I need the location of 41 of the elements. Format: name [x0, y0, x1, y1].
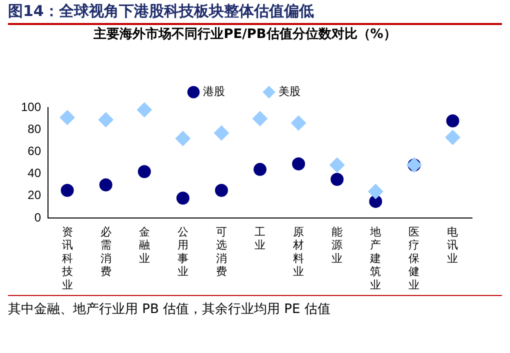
point: [136, 102, 152, 118]
point: [98, 112, 114, 128]
point: [330, 158, 345, 173]
y-tick-label: 100: [20, 100, 42, 114]
x-tick-label: 原材料业: [292, 225, 304, 278]
point: [60, 184, 74, 197]
point: [368, 184, 384, 200]
legend-label: 美股: [278, 84, 300, 98]
point: [60, 110, 75, 126]
y-tick-label: 40: [28, 166, 42, 180]
x-tick-label: 金融业: [138, 225, 150, 265]
point: [176, 192, 190, 205]
point: [292, 157, 306, 170]
x-tick-label: 公用事业: [177, 225, 188, 278]
point: [99, 178, 112, 192]
point: [138, 165, 151, 178]
point: [291, 116, 306, 131]
point: [252, 111, 268, 126]
point: [175, 131, 190, 146]
x-tick-label: 能源业: [332, 225, 343, 265]
y-tick-label: 80: [28, 122, 42, 136]
x-tick-label: 可选消费: [216, 225, 227, 278]
x-tick-label: 地产建筑业: [369, 225, 382, 292]
text: 其中金融、地产行业用 PB 估值，其余行业均用 PE 估值: [8, 295, 502, 318]
x-tick-label: 资讯科技业: [60, 225, 73, 292]
x-tick-label: 医疗保健业: [408, 225, 420, 292]
point: [330, 172, 344, 186]
point: [214, 184, 228, 197]
y-tick-label: 20: [28, 188, 42, 202]
y-tick-label: 0: [34, 210, 42, 224]
x-tick-label: 必需消费: [100, 225, 112, 278]
chart-subtitle: 主要海外市场不同行业PE/PB估值分位数对比（%）: [92, 26, 396, 42]
y-tick-label: 60: [28, 144, 42, 158]
x-tick-label: 工业: [254, 225, 266, 252]
point: [446, 114, 460, 128]
point: [445, 130, 460, 145]
point: [214, 125, 229, 140]
x-tick-label: 电讯业: [447, 225, 458, 265]
point: [254, 162, 267, 176]
legend-label: 港股: [203, 84, 225, 98]
chart-title: 图14：全球视角下港股科技板块整体估值偏低: [8, 2, 502, 25]
